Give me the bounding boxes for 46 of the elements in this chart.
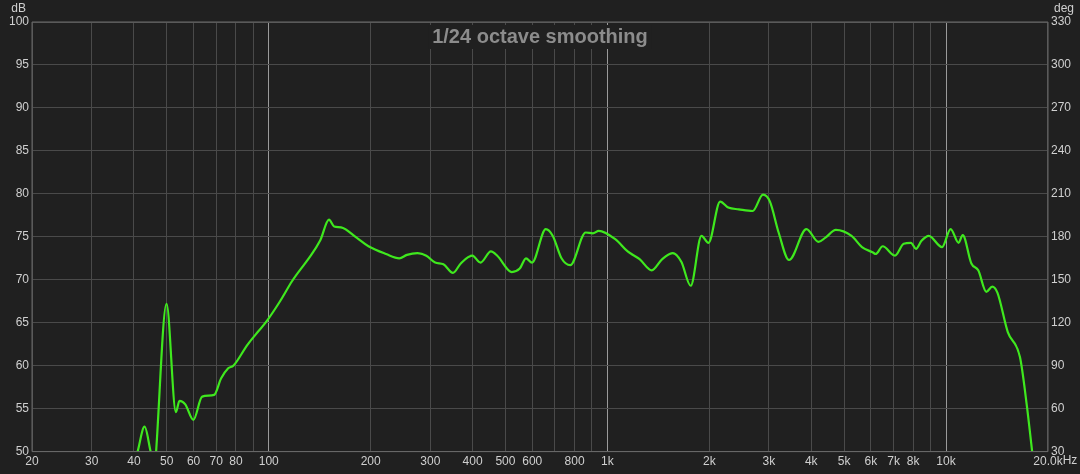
x-tick-label: 3k: [762, 454, 777, 469]
y2-tick-label: 210: [1050, 186, 1072, 201]
x-tick-label: 100: [258, 454, 280, 469]
y-tick-label: 75: [15, 229, 30, 244]
x-tick-label: 5k: [837, 454, 852, 469]
y2-tick-label: 330: [1050, 14, 1072, 29]
x-tick-label: 2k: [702, 454, 717, 469]
x-tick-label: 70: [209, 454, 224, 469]
x-tick-label: 800: [564, 454, 585, 469]
y2-tick-label: 90: [1050, 357, 1065, 372]
chart-title: 1/24 octave smoothing: [432, 24, 648, 47]
x-tick-label: 500: [495, 454, 516, 469]
x-tick-label: 200: [360, 454, 382, 469]
y-tick-label: 95: [15, 57, 30, 72]
y-tick-label: 70: [15, 272, 30, 287]
x-tick-label: 60: [186, 454, 201, 469]
y-tick-label: 55: [15, 400, 30, 415]
y2-tick-label: 270: [1050, 100, 1072, 115]
y-tick-label: 60: [15, 357, 30, 372]
x-tick-label: 80: [229, 454, 243, 469]
x-tick-label: 40: [127, 454, 141, 469]
x-tick-label: 300: [420, 454, 441, 469]
y2-tick-label: 60: [1050, 400, 1065, 415]
x-tick-label: 20.0k: [1033, 454, 1064, 469]
y2-axis-title: deg: [1053, 1, 1075, 16]
y-tick-label: 90: [15, 100, 30, 115]
y2-tick-label: 180: [1050, 229, 1072, 244]
y-tick-label: 80: [15, 186, 30, 201]
y2-tick-label: 300: [1050, 57, 1072, 72]
y2-tick-label: 120: [1050, 315, 1072, 330]
x-tick-label: 1k: [601, 454, 615, 469]
x-tick-label: 30: [84, 454, 99, 469]
x-tick-label: 10k: [936, 454, 957, 469]
x-tick-label: 50: [160, 454, 174, 469]
x-tick-label: 7k: [887, 454, 901, 469]
y-tick-label: 100: [8, 14, 30, 29]
y-tick-label: 85: [15, 143, 30, 158]
y2-tick-label: 240: [1050, 143, 1072, 158]
x-tick-label: 6k: [864, 454, 879, 469]
y-axis-title: dB: [11, 1, 27, 16]
x-tick-label: 8k: [906, 454, 921, 469]
x-tick-label: 400: [462, 454, 483, 469]
x-tick-label: 4k: [804, 454, 819, 469]
x-tick-label: 600: [522, 454, 543, 469]
y-tick-label: 65: [15, 315, 30, 330]
y2-tick-label: 150: [1050, 272, 1072, 287]
